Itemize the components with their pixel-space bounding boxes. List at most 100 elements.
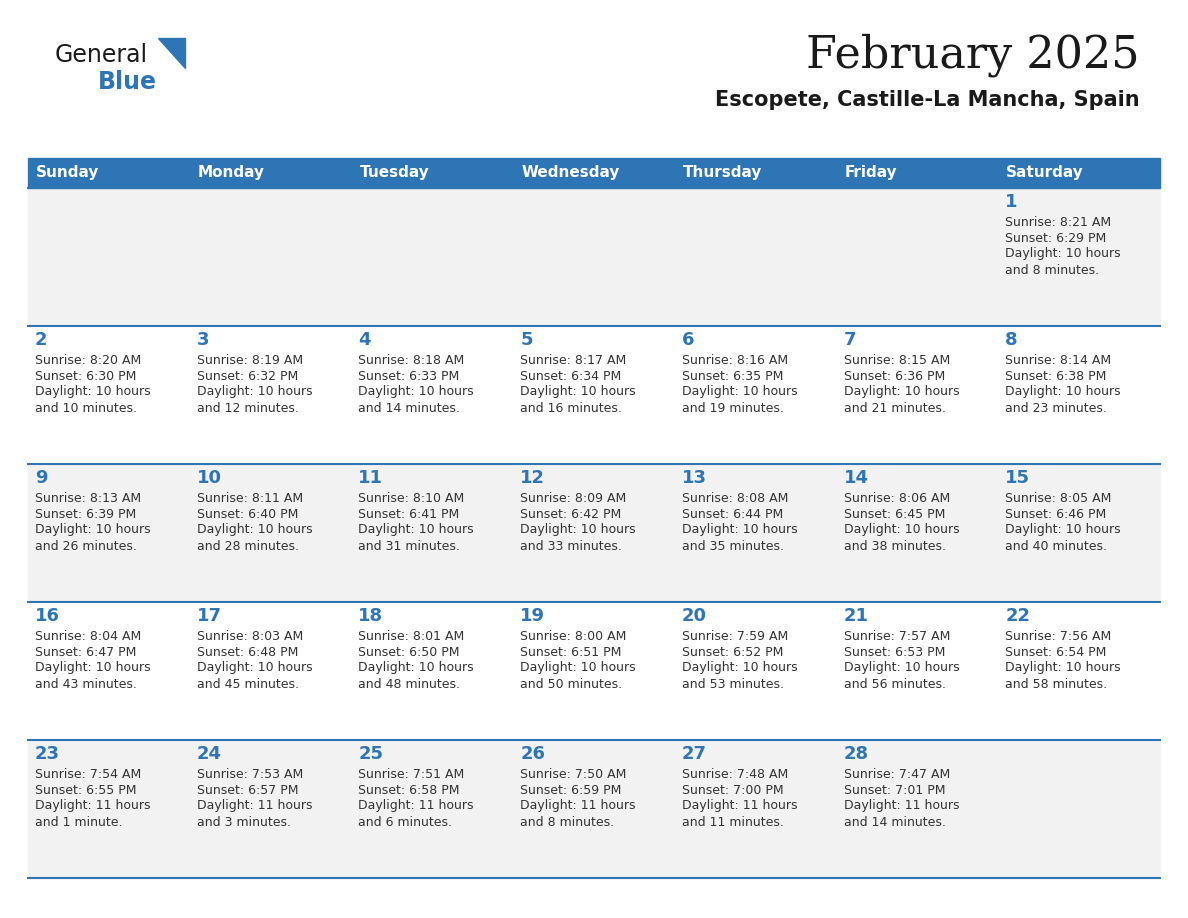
Bar xyxy=(29,158,1159,188)
Text: Sunset: 6:42 PM: Sunset: 6:42 PM xyxy=(520,508,621,521)
Text: February 2025: February 2025 xyxy=(807,33,1140,77)
Text: Daylight: 10 hours: Daylight: 10 hours xyxy=(1005,248,1121,261)
Text: Sunset: 6:58 PM: Sunset: 6:58 PM xyxy=(359,783,460,797)
Text: Daylight: 10 hours: Daylight: 10 hours xyxy=(682,523,797,536)
Text: 22: 22 xyxy=(1005,607,1030,625)
Text: and 56 minutes.: and 56 minutes. xyxy=(843,677,946,690)
Text: Daylight: 10 hours: Daylight: 10 hours xyxy=(197,662,312,675)
Text: and 35 minutes.: and 35 minutes. xyxy=(682,540,784,553)
Text: and 6 minutes.: and 6 minutes. xyxy=(359,815,453,829)
Text: Sunset: 6:59 PM: Sunset: 6:59 PM xyxy=(520,783,621,797)
Text: Daylight: 10 hours: Daylight: 10 hours xyxy=(843,662,959,675)
Text: Sunset: 6:53 PM: Sunset: 6:53 PM xyxy=(843,645,944,658)
Text: Monday: Monday xyxy=(197,165,265,181)
Text: Daylight: 10 hours: Daylight: 10 hours xyxy=(843,523,959,536)
Text: Daylight: 10 hours: Daylight: 10 hours xyxy=(1005,662,1121,675)
Text: Sunrise: 8:09 AM: Sunrise: 8:09 AM xyxy=(520,491,626,505)
Text: Sunset: 6:45 PM: Sunset: 6:45 PM xyxy=(843,508,944,521)
Text: Escopete, Castille-La Mancha, Spain: Escopete, Castille-La Mancha, Spain xyxy=(715,90,1140,110)
Text: and 38 minutes.: and 38 minutes. xyxy=(843,540,946,553)
Text: Sunrise: 8:18 AM: Sunrise: 8:18 AM xyxy=(359,353,465,366)
Bar xyxy=(29,326,1159,464)
Bar xyxy=(29,464,1159,602)
Text: Sunset: 6:34 PM: Sunset: 6:34 PM xyxy=(520,370,621,383)
Text: Sunrise: 8:01 AM: Sunrise: 8:01 AM xyxy=(359,630,465,643)
Text: and 43 minutes.: and 43 minutes. xyxy=(34,677,137,690)
Text: and 11 minutes.: and 11 minutes. xyxy=(682,815,784,829)
Text: Sunrise: 8:03 AM: Sunrise: 8:03 AM xyxy=(197,630,303,643)
Text: Sunday: Sunday xyxy=(36,165,100,181)
Bar xyxy=(29,740,1159,878)
Text: and 14 minutes.: and 14 minutes. xyxy=(843,815,946,829)
Text: and 8 minutes.: and 8 minutes. xyxy=(520,815,614,829)
Text: Sunset: 7:00 PM: Sunset: 7:00 PM xyxy=(682,783,783,797)
Text: Sunrise: 8:15 AM: Sunrise: 8:15 AM xyxy=(843,353,950,366)
Text: Daylight: 10 hours: Daylight: 10 hours xyxy=(34,386,151,398)
Text: Sunset: 6:40 PM: Sunset: 6:40 PM xyxy=(197,508,298,521)
Text: Sunrise: 8:21 AM: Sunrise: 8:21 AM xyxy=(1005,216,1112,229)
Text: Daylight: 10 hours: Daylight: 10 hours xyxy=(359,386,474,398)
Text: Sunset: 6:57 PM: Sunset: 6:57 PM xyxy=(197,783,298,797)
Text: Sunrise: 8:17 AM: Sunrise: 8:17 AM xyxy=(520,353,626,366)
Text: and 14 minutes.: and 14 minutes. xyxy=(359,401,460,415)
Text: Daylight: 10 hours: Daylight: 10 hours xyxy=(34,662,151,675)
Text: Sunset: 6:29 PM: Sunset: 6:29 PM xyxy=(1005,231,1106,244)
Text: Sunset: 6:44 PM: Sunset: 6:44 PM xyxy=(682,508,783,521)
Text: 20: 20 xyxy=(682,607,707,625)
Text: Sunset: 6:41 PM: Sunset: 6:41 PM xyxy=(359,508,460,521)
Text: Daylight: 10 hours: Daylight: 10 hours xyxy=(682,662,797,675)
Text: Daylight: 10 hours: Daylight: 10 hours xyxy=(359,662,474,675)
Text: 24: 24 xyxy=(197,745,222,763)
Text: and 19 minutes.: and 19 minutes. xyxy=(682,401,784,415)
Text: Sunrise: 8:13 AM: Sunrise: 8:13 AM xyxy=(34,491,141,505)
Text: 7: 7 xyxy=(843,331,857,349)
Polygon shape xyxy=(158,38,185,68)
Text: Daylight: 11 hours: Daylight: 11 hours xyxy=(682,800,797,812)
Text: Sunrise: 7:48 AM: Sunrise: 7:48 AM xyxy=(682,767,788,780)
Text: and 58 minutes.: and 58 minutes. xyxy=(1005,677,1107,690)
Text: Sunset: 6:30 PM: Sunset: 6:30 PM xyxy=(34,370,137,383)
Text: Sunrise: 7:54 AM: Sunrise: 7:54 AM xyxy=(34,767,141,780)
Text: 21: 21 xyxy=(843,607,868,625)
Text: and 23 minutes.: and 23 minutes. xyxy=(1005,401,1107,415)
Text: 13: 13 xyxy=(682,469,707,487)
Text: and 21 minutes.: and 21 minutes. xyxy=(843,401,946,415)
Text: Blue: Blue xyxy=(97,70,157,94)
Text: 9: 9 xyxy=(34,469,48,487)
Text: 1: 1 xyxy=(1005,193,1018,211)
Text: Sunrise: 8:19 AM: Sunrise: 8:19 AM xyxy=(197,353,303,366)
Text: Sunset: 7:01 PM: Sunset: 7:01 PM xyxy=(843,783,946,797)
Text: Sunset: 6:36 PM: Sunset: 6:36 PM xyxy=(843,370,944,383)
Text: and 12 minutes.: and 12 minutes. xyxy=(197,401,298,415)
Text: 26: 26 xyxy=(520,745,545,763)
Text: Daylight: 11 hours: Daylight: 11 hours xyxy=(197,800,312,812)
Text: Daylight: 10 hours: Daylight: 10 hours xyxy=(1005,386,1121,398)
Text: and 33 minutes.: and 33 minutes. xyxy=(520,540,623,553)
Text: and 3 minutes.: and 3 minutes. xyxy=(197,815,291,829)
Text: and 8 minutes.: and 8 minutes. xyxy=(1005,263,1099,276)
Text: Sunrise: 8:10 AM: Sunrise: 8:10 AM xyxy=(359,491,465,505)
Text: Sunset: 6:55 PM: Sunset: 6:55 PM xyxy=(34,783,137,797)
Text: and 45 minutes.: and 45 minutes. xyxy=(197,677,298,690)
Text: and 26 minutes.: and 26 minutes. xyxy=(34,540,137,553)
Text: Sunrise: 7:57 AM: Sunrise: 7:57 AM xyxy=(843,630,950,643)
Text: Sunrise: 7:51 AM: Sunrise: 7:51 AM xyxy=(359,767,465,780)
Text: Sunrise: 7:59 AM: Sunrise: 7:59 AM xyxy=(682,630,788,643)
Text: 17: 17 xyxy=(197,607,222,625)
Text: and 53 minutes.: and 53 minutes. xyxy=(682,677,784,690)
Text: 11: 11 xyxy=(359,469,384,487)
Text: Daylight: 10 hours: Daylight: 10 hours xyxy=(197,523,312,536)
Text: Saturday: Saturday xyxy=(1006,165,1083,181)
Bar xyxy=(29,188,1159,326)
Text: 5: 5 xyxy=(520,331,532,349)
Text: Daylight: 10 hours: Daylight: 10 hours xyxy=(520,386,636,398)
Text: 3: 3 xyxy=(197,331,209,349)
Text: 14: 14 xyxy=(843,469,868,487)
Text: Sunset: 6:32 PM: Sunset: 6:32 PM xyxy=(197,370,298,383)
Text: Sunset: 6:38 PM: Sunset: 6:38 PM xyxy=(1005,370,1107,383)
Text: 6: 6 xyxy=(682,331,694,349)
Text: and 16 minutes.: and 16 minutes. xyxy=(520,401,623,415)
Text: 23: 23 xyxy=(34,745,61,763)
Text: Sunrise: 7:47 AM: Sunrise: 7:47 AM xyxy=(843,767,950,780)
Text: 18: 18 xyxy=(359,607,384,625)
